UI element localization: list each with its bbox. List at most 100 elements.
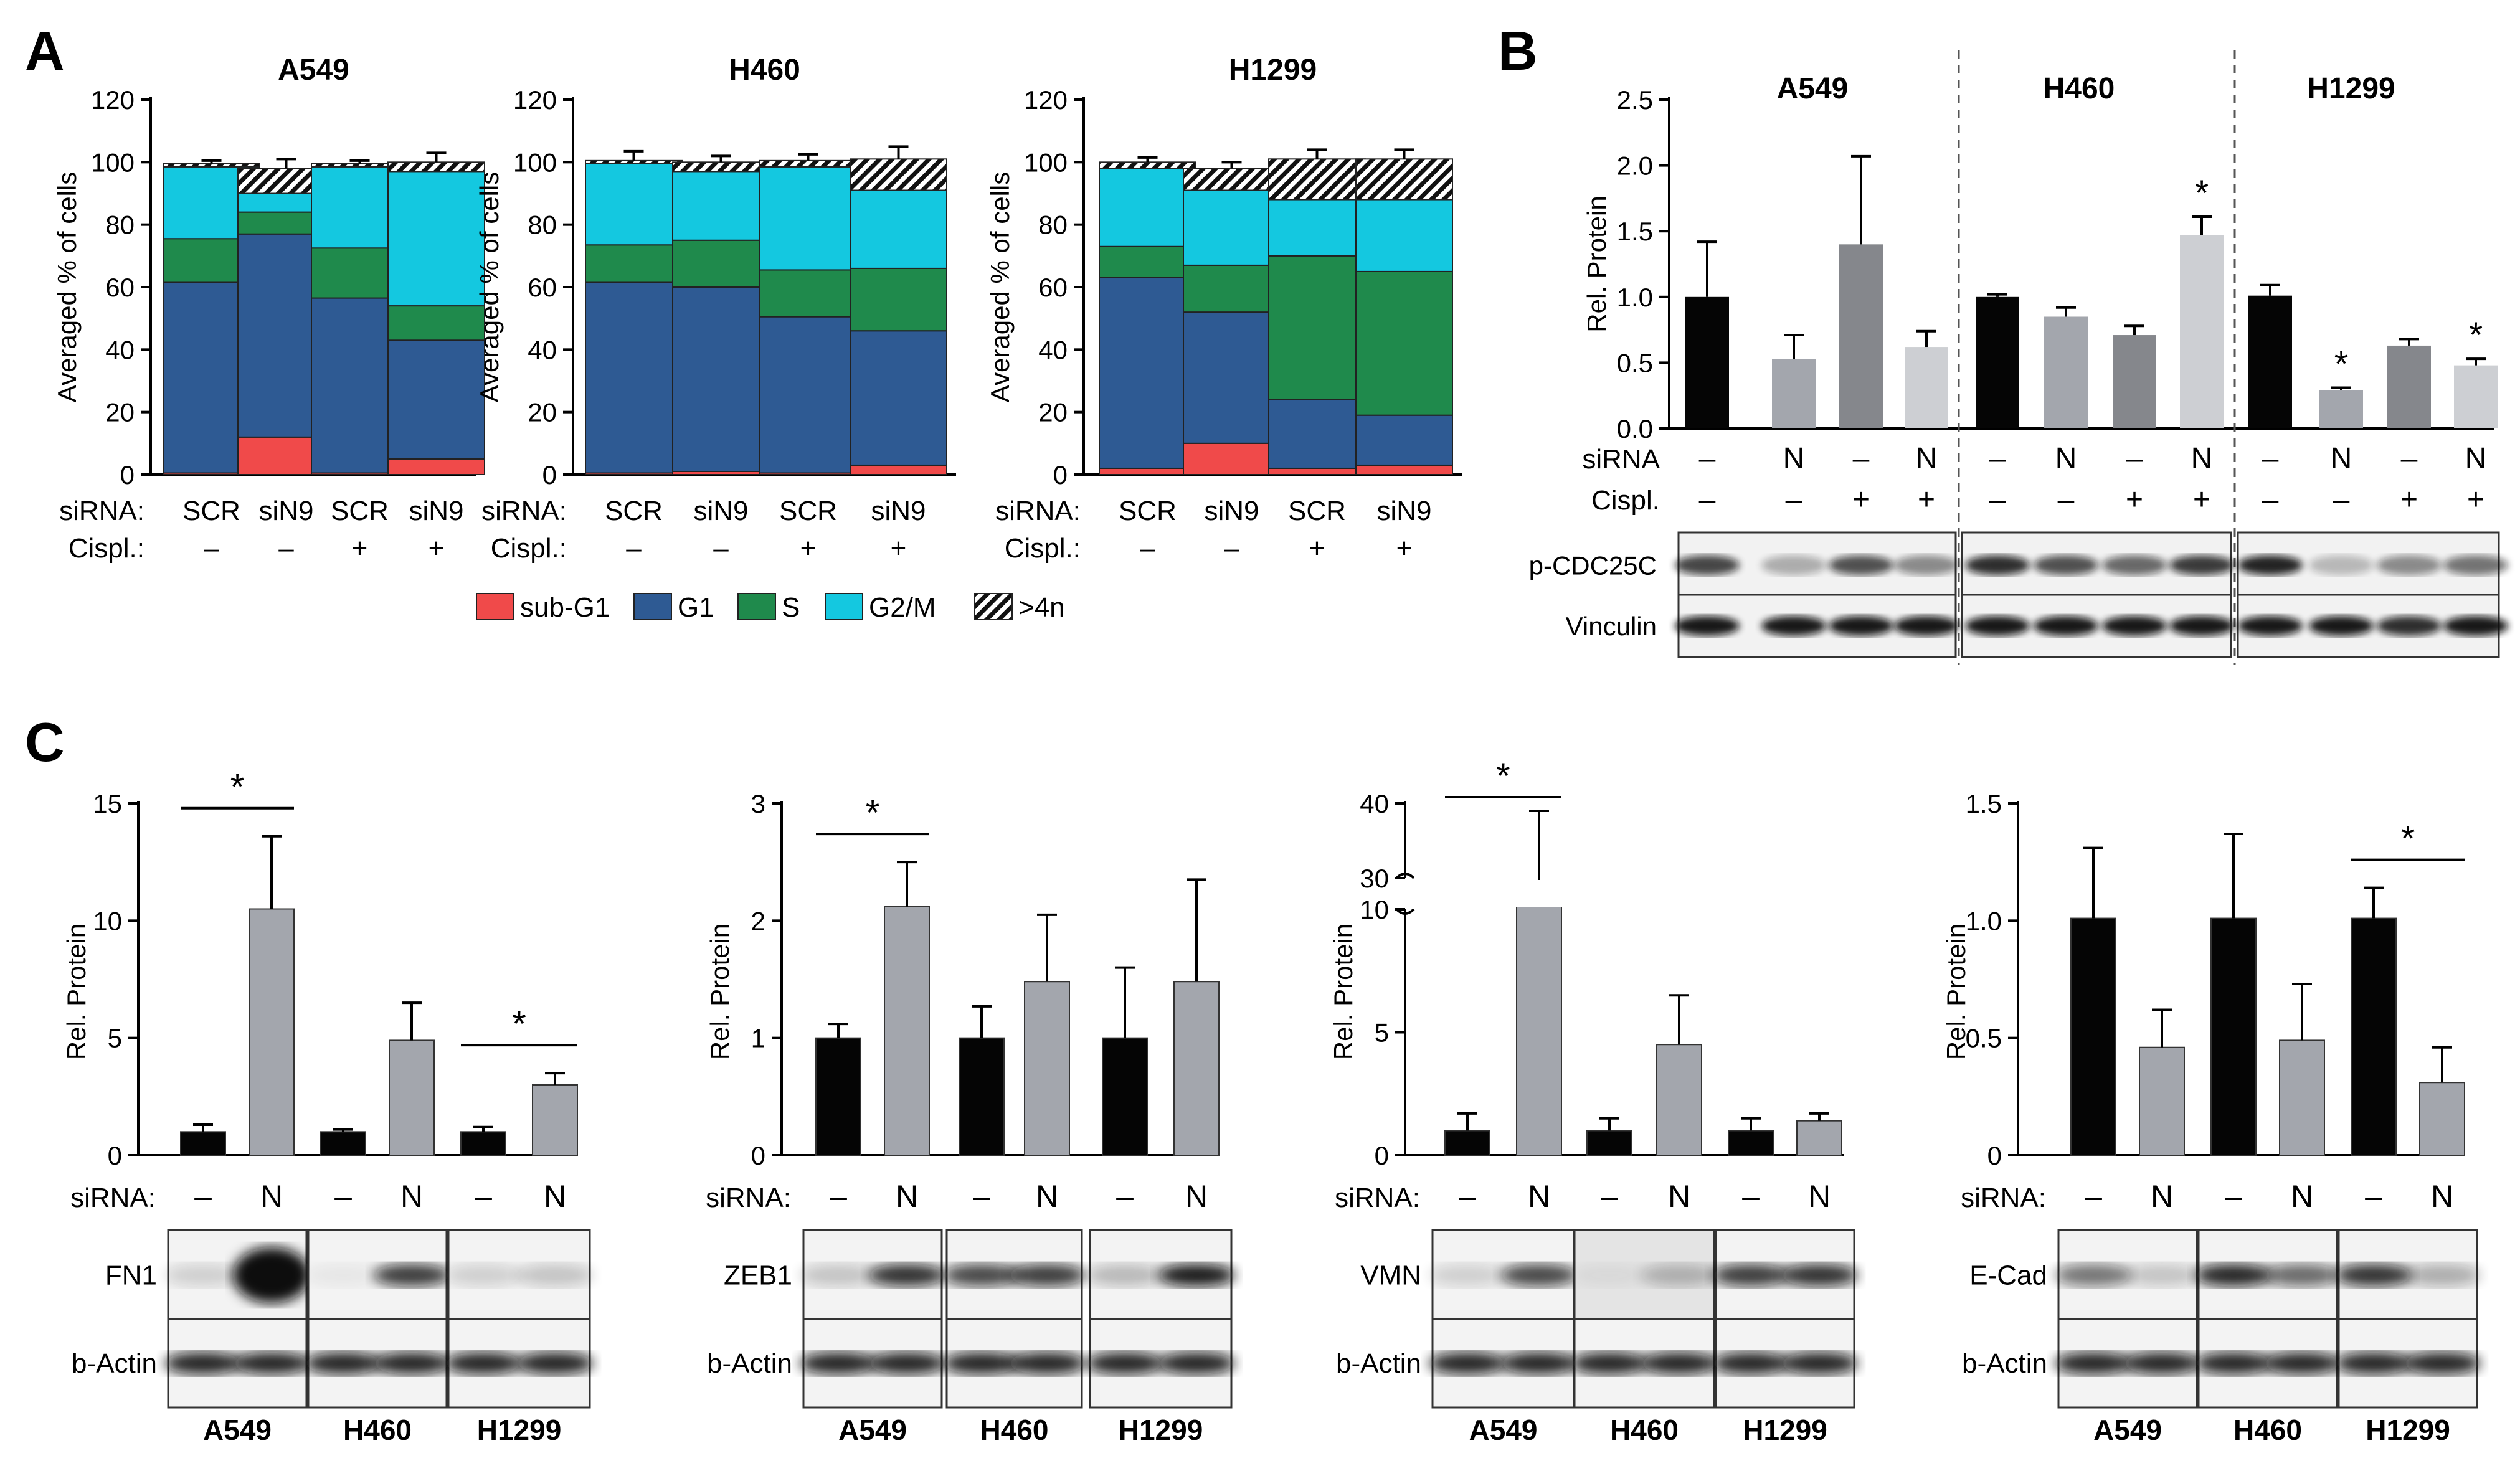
sirna-sign: –: [1853, 442, 1870, 475]
bar-segment: [759, 316, 857, 474]
bar: [2139, 1046, 2185, 1156]
y-tick-label: 0: [1053, 460, 1068, 490]
x-category-label: SCR: [182, 496, 240, 526]
group-label: A549: [1469, 1414, 1538, 1446]
blot-band: [2034, 616, 2098, 636]
bar: [1444, 1130, 1490, 1156]
blot-band: [516, 1264, 594, 1287]
y-tick-label: 10: [1360, 895, 1389, 924]
cispl-sign: +: [800, 533, 817, 564]
y-tick-label: 0.5: [1617, 348, 1653, 377]
blot-band: [373, 1264, 450, 1287]
legend-label: G1: [678, 592, 714, 623]
y-tick-label: 1.0: [1966, 906, 2002, 935]
bar: [2351, 917, 2397, 1156]
sirna-sign: –: [2126, 442, 2143, 475]
bar-segment: [1355, 158, 1453, 201]
y-axis-label: Averaged % of cells: [475, 172, 504, 402]
group-title: A549: [1777, 72, 1849, 105]
sirna-sign: N: [2191, 442, 2213, 475]
sirna-sign: N: [2465, 442, 2487, 475]
blot-band: [2102, 616, 2167, 636]
bar-segment: [1268, 199, 1366, 257]
bar: [2044, 316, 2088, 428]
sirna-sign: N: [260, 1179, 283, 1214]
bar: [249, 908, 295, 1156]
y-tick-label: 80: [528, 210, 557, 240]
cispl-sign: +: [1309, 533, 1325, 564]
blot-band: [1829, 616, 1893, 636]
bar-segment: [1355, 414, 1453, 466]
sirna-sign: –: [194, 1179, 212, 1214]
y-tick-label: 1: [751, 1024, 765, 1053]
y-axis-label: Rel. Protein: [62, 924, 91, 1060]
cispl-sign: +: [891, 533, 907, 564]
sirna-row-label: siRNA: [1582, 444, 1660, 475]
bar: [2454, 365, 2498, 428]
x-category-label: siN9: [871, 496, 926, 526]
y-tick-label: 2: [751, 906, 765, 935]
bar-segment: [585, 244, 683, 283]
sirna-sign: N: [1036, 1179, 1058, 1214]
bar: [2180, 235, 2224, 428]
y-tick-label: 100: [1024, 148, 1068, 177]
cispl-sign: –: [2333, 483, 2350, 516]
y-axis-label: Rel. Protein: [705, 924, 734, 1060]
y-axis-label: Rel. Protein: [1582, 196, 1611, 332]
sirna-sign: N: [1528, 1179, 1550, 1214]
bar: [1839, 244, 1883, 428]
blot-label: FN1: [105, 1261, 157, 1291]
bar-segment: [850, 158, 947, 191]
cispl-sign: +: [1852, 483, 1870, 516]
cispl-sign: +: [2467, 483, 2484, 516]
blot-band: [2377, 555, 2442, 575]
blot-band: [943, 1352, 1020, 1374]
sirna-sign: –: [2225, 1179, 2242, 1214]
blot-band: [800, 1264, 877, 1287]
blot-label: ZEB1: [724, 1261, 792, 1291]
bar-segment: [1099, 467, 1196, 476]
sirna-sign: N: [1783, 442, 1805, 475]
blot-band: [2404, 1352, 2481, 1374]
blot-band: [2309, 616, 2374, 636]
x-category-label: siN9: [1376, 496, 1431, 526]
bar-break-gap: [1514, 880, 1564, 907]
cispl-sign: –: [278, 533, 294, 564]
blot-band: [2195, 1352, 2272, 1374]
bar: [1796, 1120, 1842, 1156]
blot-label: Vinculin: [1566, 612, 1657, 641]
group-label: H1299: [1119, 1414, 1203, 1446]
blot-label: b-Actin: [707, 1348, 792, 1379]
sirna-sign: N: [1668, 1179, 1690, 1214]
y-tick-label: 40: [105, 335, 135, 364]
blot-band: [800, 1352, 877, 1374]
significance-star: *: [2334, 344, 2349, 385]
legend: sub-G1 G1 S G2/M >4n: [476, 592, 1065, 623]
blot-band: [1829, 555, 1893, 575]
bar-segment: [1183, 264, 1281, 313]
significance-star: *: [1496, 756, 1510, 797]
sirna-sign: N: [2151, 1179, 2173, 1214]
y-axis-label: Averaged % of cells: [985, 172, 1015, 402]
sirna-sign: –: [1742, 1179, 1760, 1214]
bar: [2248, 295, 2292, 428]
blot-band: [2169, 616, 2234, 636]
blot-band: [2195, 1264, 2272, 1287]
y-tick-label: 0: [108, 1141, 122, 1170]
blot-band: [516, 1352, 594, 1374]
bar-segment: [1099, 161, 1196, 169]
group-label: H460: [343, 1414, 412, 1446]
bar-segment: [759, 269, 857, 318]
blot-band: [2309, 555, 2374, 575]
blot-band: [1008, 1264, 1086, 1287]
bar-segment: [585, 163, 683, 246]
bar-segment: [1183, 311, 1281, 444]
sirna-sign: –: [334, 1179, 352, 1214]
blot-band: [1571, 1264, 1648, 1287]
bar-segment: [387, 458, 485, 476]
blot-label: b-Actin: [1962, 1348, 2047, 1379]
bar: [1905, 347, 1948, 428]
cispl-row-label: Cispl.:: [69, 533, 144, 564]
sirna-sign: –: [1459, 1179, 1476, 1214]
blot-band: [1781, 1264, 1858, 1287]
